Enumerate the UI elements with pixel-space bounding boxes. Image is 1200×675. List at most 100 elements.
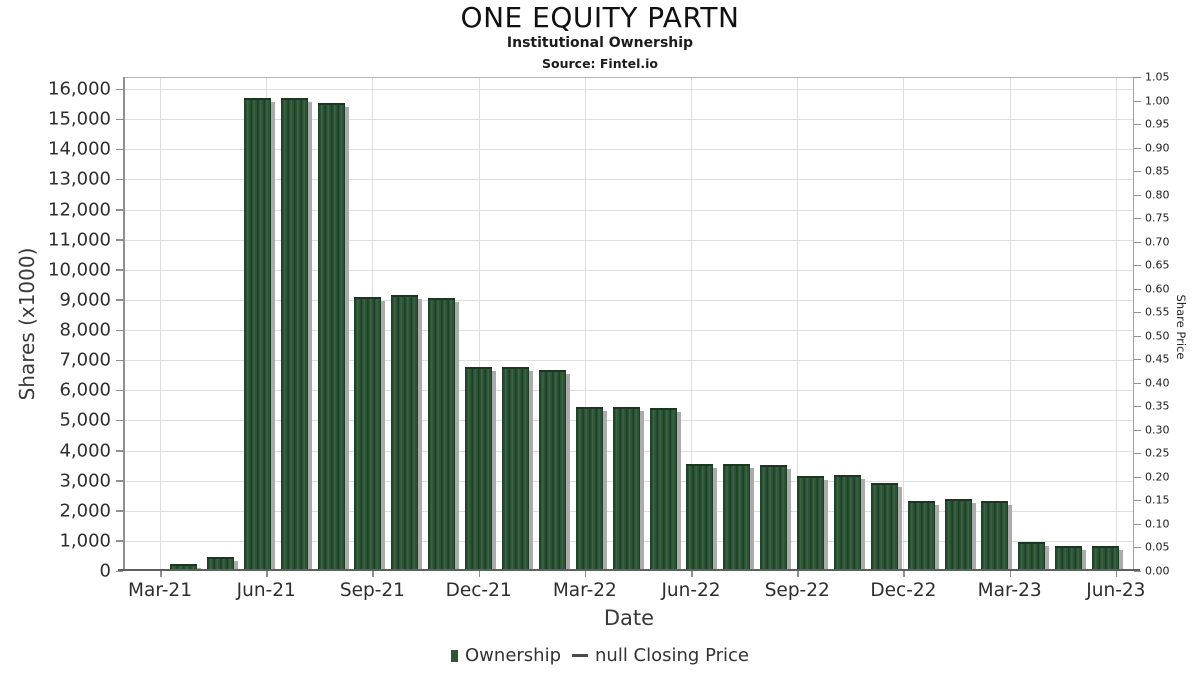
y-right-tick-mark (1134, 523, 1141, 525)
ownership-bar[interactable] (538, 369, 570, 570)
y-right-tick-label: 1.05 (1145, 70, 1170, 84)
y-left-tick-label: 15,000 (48, 108, 111, 130)
x-axis-title: Date (603, 606, 655, 630)
ownership-bar[interactable] (797, 476, 829, 569)
y-left-tick-label: 11,000 (48, 229, 111, 251)
x-tick-label: Mar-23 (977, 580, 1042, 601)
ownership-bar[interactable] (907, 501, 939, 569)
gridline-horizontal (125, 330, 1133, 332)
y-right-tick-label: 1.00 (1145, 94, 1170, 108)
y-left-tick-mark (116, 269, 123, 271)
y-left-tick-mark (116, 450, 123, 452)
y-left-tick-label: 9,000 (59, 289, 111, 311)
chart-legend: Ownership null Closing Price (0, 645, 1200, 666)
legend-item-ownership[interactable]: Ownership (451, 645, 561, 666)
gridline-horizontal (125, 299, 1133, 301)
x-tick-label: Jun-23 (1086, 580, 1146, 601)
y-left-tick-mark (116, 419, 123, 422)
x-tick-label: Jun-22 (661, 580, 721, 601)
ownership-bar[interactable] (870, 483, 902, 569)
ownership-bar[interactable] (501, 366, 533, 570)
x-axis-line (118, 569, 1140, 571)
gridline-vertical (1009, 78, 1011, 569)
ownership-bar[interactable] (833, 475, 865, 569)
ownership-bar[interactable] (1018, 542, 1050, 569)
gridline-vertical (691, 78, 693, 569)
gridline-horizontal (125, 360, 1133, 362)
ownership-bar[interactable] (723, 463, 755, 570)
gridline-horizontal (125, 119, 1133, 121)
ownership-bar[interactable] (686, 463, 718, 570)
y-left-tick-mark (116, 480, 123, 482)
ownership-bar[interactable] (981, 500, 1013, 570)
y-right-tick-mark (1134, 124, 1141, 126)
y-right-tick-label: 0.25 (1145, 446, 1170, 460)
y-left-tick-mark (116, 510, 123, 512)
y-right-tick-mark (1134, 359, 1141, 361)
y-right-tick-label: 0.90 (1145, 141, 1170, 155)
ownership-bar[interactable] (354, 297, 386, 569)
gridline-vertical (1115, 78, 1117, 569)
y-left-tick-label: 5,000 (59, 409, 111, 431)
y-left-tick-mark (116, 148, 123, 151)
y-left-tick-mark (116, 209, 123, 211)
y-right-tick-mark (1134, 194, 1141, 196)
ownership-bar[interactable] (760, 465, 792, 569)
y-right-tick-label: 0.40 (1145, 376, 1170, 390)
y-left-tick-label: 12,000 (48, 199, 111, 221)
x-tick-mark (797, 571, 799, 577)
y-left-tick-mark (116, 389, 123, 392)
x-tick-label: Dec-21 (445, 580, 512, 601)
y-right-tick-mark (1134, 429, 1141, 431)
y-left-tick-mark (116, 329, 123, 332)
y-right-tick-label: 0.95 (1145, 117, 1170, 131)
ownership-bar[interactable] (649, 407, 681, 570)
ownership-bar[interactable] (1055, 545, 1087, 570)
ownership-bar[interactable] (575, 407, 607, 569)
y-left-tick-label: 13,000 (48, 168, 111, 190)
ownership-bar[interactable] (206, 557, 238, 569)
x-tick-mark (903, 571, 905, 577)
y-right-tick-mark (1134, 265, 1141, 267)
ownership-bar[interactable] (170, 564, 202, 569)
ownership-bar[interactable] (280, 98, 312, 569)
x-tick-mark (1009, 571, 1012, 577)
ownership-bar[interactable] (944, 498, 976, 570)
legend-item-closing-price[interactable]: null Closing Price (561, 645, 749, 666)
y-right-tick-mark (1134, 453, 1141, 455)
x-tick-mark (584, 571, 587, 577)
gridline-horizontal (125, 209, 1133, 211)
x-tick-label: Sep-21 (339, 580, 405, 601)
y-left-tick-mark (116, 118, 123, 121)
y-right-tick-label: 0.55 (1145, 305, 1170, 319)
y-left-tick-mark (116, 178, 123, 181)
y-right-tick-label: 0.85 (1145, 164, 1170, 178)
ownership-bar[interactable] (1092, 546, 1124, 569)
y-right-tick-mark (1134, 218, 1141, 220)
ownership-bar[interactable] (428, 298, 460, 569)
gridline-horizontal (125, 89, 1133, 91)
gridline-vertical (797, 78, 799, 569)
y-right-tick-label: 0.00 (1145, 564, 1170, 578)
ownership-bar[interactable] (243, 98, 275, 569)
y-right-tick-mark (1134, 312, 1141, 314)
y-right-tick-mark (1134, 171, 1141, 173)
y-right-tick-mark (1134, 476, 1141, 478)
ownership-bar[interactable] (465, 366, 497, 570)
y-left-tick-mark (116, 540, 123, 542)
y-left-tick-label: 6,000 (59, 379, 111, 401)
y-left-tick-mark (116, 299, 123, 301)
gridline-horizontal (125, 390, 1133, 392)
y-right-tick-label: 0.70 (1145, 235, 1170, 249)
ownership-bar[interactable] (612, 406, 644, 570)
y-right-tick-mark (1134, 288, 1141, 290)
gridline-vertical (160, 78, 161, 569)
x-tick-mark (266, 571, 268, 577)
x-tick-mark (478, 571, 481, 577)
y-right-tick-mark (1134, 77, 1141, 78)
y-right-tick-label: 0.75 (1145, 211, 1170, 225)
ownership-bar[interactable] (317, 103, 349, 569)
x-tick-label: Sep-22 (764, 580, 830, 601)
ownership-bar[interactable] (391, 295, 423, 569)
legend-label-closing-price: null Closing Price (595, 645, 749, 666)
